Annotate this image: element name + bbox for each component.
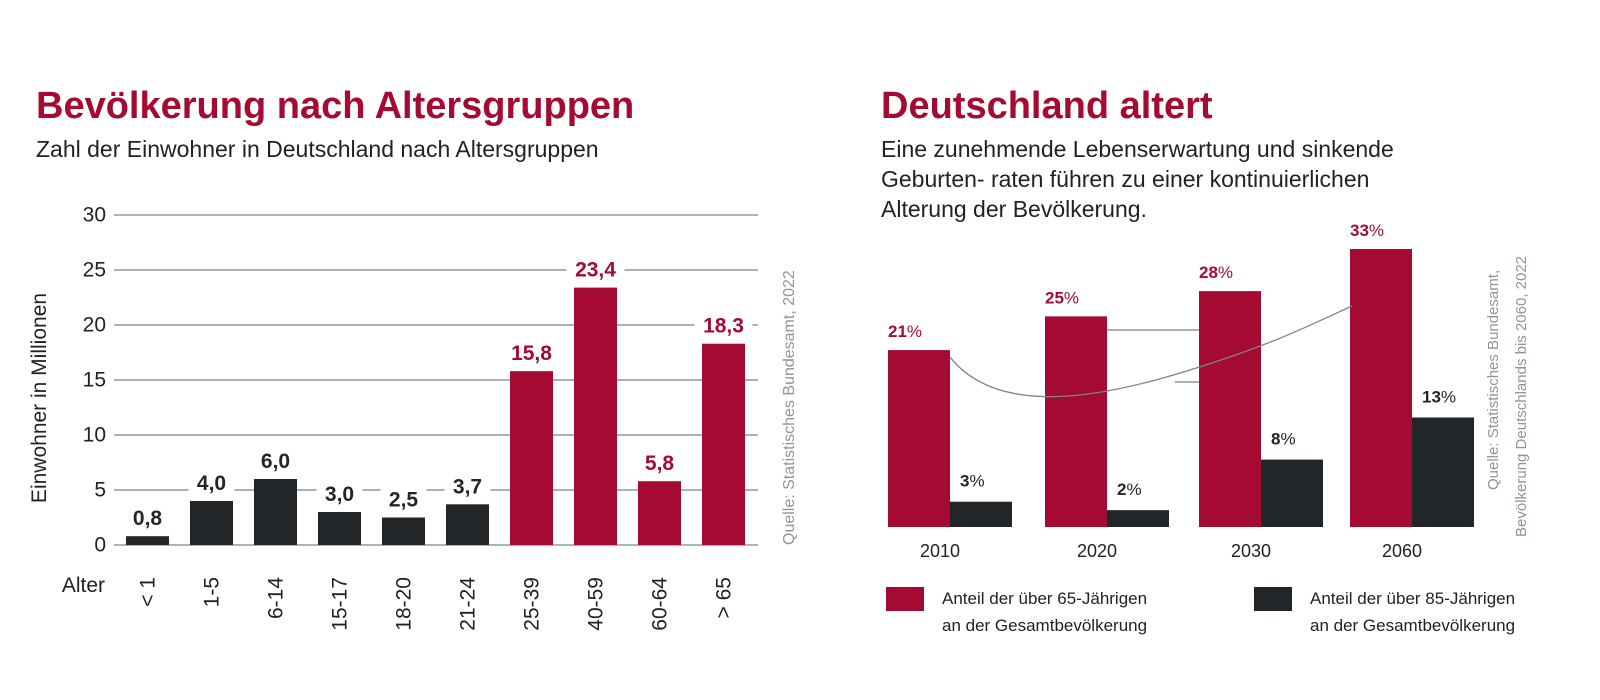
y-tick-label: 10 (83, 424, 106, 447)
bar (510, 371, 553, 545)
x-tick-label: 1-5 (201, 577, 224, 607)
x-tick-label: 2030 (1231, 541, 1271, 561)
x-tick-label: 15-17 (329, 577, 352, 631)
value-label-backdrop (380, 485, 427, 512)
legend-item-85: Anteil der über 85-Jährigen an der Gesam… (1254, 585, 1560, 639)
right-panel: Deutschland altert Eine zunehmende Leben… (800, 0, 1600, 700)
value-label-backdrop (316, 480, 363, 506)
bar (382, 517, 425, 545)
y-tick-label: 25 (83, 259, 106, 282)
bar-value-label: 23,4 (575, 259, 616, 282)
legend-swatch-dark (1254, 587, 1292, 611)
bar-value-label: 5,8 (645, 452, 675, 475)
bar (638, 481, 681, 545)
bar-value-label: 33% (1350, 221, 1384, 240)
bar (1045, 316, 1107, 527)
bar-value-label: 21% (888, 322, 922, 341)
legend-65-line-1: Anteil der über 65-Jährigen (942, 589, 1148, 608)
x-tick-label: 6-14 (265, 577, 288, 619)
left-subtitle: Zahl der Einwohner in Deutschland nach A… (36, 136, 599, 162)
bar-value-label: 15,8 (511, 342, 552, 365)
bar-value-label: 3,0 (325, 483, 354, 506)
y-tick-label: 15 (83, 369, 106, 392)
legend-label-85: Anteil der über 85-Jährigen an der Gesam… (1310, 585, 1560, 639)
bar (254, 479, 297, 545)
value-label-backdrop (566, 255, 625, 282)
bar-value-label: 2% (1117, 480, 1142, 499)
bar-value-label: 3,7 (453, 475, 482, 498)
x-tick-label: 18-20 (393, 577, 416, 631)
bar-value-label: 2,5 (389, 489, 419, 512)
right-subtitle-line-3: Alterung der Bevölkerung. (881, 196, 1147, 222)
value-label-backdrop (188, 469, 235, 495)
x-tick-label: > 65 (713, 577, 736, 618)
left-title: Bevölkerung nach Altersgruppen (36, 85, 635, 127)
x-tick-label: 60-64 (649, 577, 672, 631)
bar-value-label: 6,0 (261, 450, 290, 473)
left-chart: 0 5 10 15 20 25 30 Einwohner in Millionen Alter 0… (28, 204, 798, 631)
bar (1261, 459, 1323, 527)
bar (318, 512, 361, 545)
legend-85-line-1: Anteil der über 85-Jährigen (1310, 589, 1516, 608)
right-title: Deutschland altert (881, 85, 1213, 127)
bar-value-label: 28% (1199, 263, 1233, 282)
bar-value-label: 25% (1045, 288, 1079, 307)
trend-curve (949, 305, 1353, 398)
value-label-backdrop (124, 504, 171, 531)
bar (1350, 249, 1412, 527)
x-tick-label: 25-39 (521, 577, 544, 631)
right-source-line-1: Quelle: Statistisches Bundesamt, (1485, 270, 1502, 490)
bar (1412, 417, 1474, 527)
x-tick-label: 40-59 (585, 577, 608, 631)
value-label-backdrop (502, 339, 561, 366)
right-subtitle: Eine zunehmende Lebenserwartung und sink… (881, 134, 1501, 224)
bar-value-label: 13% (1422, 387, 1456, 406)
bar (574, 287, 617, 545)
value-label-backdrop (444, 472, 491, 499)
x-axis-label: Alter (62, 574, 105, 597)
bar (446, 504, 489, 545)
bar (950, 501, 1012, 527)
bar (702, 343, 745, 545)
y-tick-label: 0 (94, 534, 106, 557)
right-subtitle-line-1: Eine zunehmende Lebenserwartung und sink… (881, 136, 1394, 162)
x-tick-label: 21-24 (457, 577, 480, 631)
bar (190, 501, 233, 545)
value-label-backdrop (694, 311, 753, 338)
y-tick-label: 20 (83, 314, 106, 337)
legend-85-line-2: an der Gesamtbevölkerung (1310, 616, 1516, 635)
legend-item-65: Anteil der über 65-Jährigen an der Gesam… (886, 585, 1192, 639)
bar-value-label: 0,8 (133, 507, 163, 530)
bar (126, 536, 169, 545)
right-chart: 21% 25% 28% 33% 3% 2% 8% 13% 2010 2020 2030 2060 Que… (888, 221, 1530, 561)
bar (1107, 510, 1169, 527)
legend-65-line-2: an der Gesamtbevölkerung (942, 616, 1148, 635)
value-label-backdrop (252, 447, 299, 473)
x-tick-label: 2020 (1077, 541, 1117, 561)
right-source-line-2: Bevölkerung Deutschlands bis 2060, 2022 (1513, 256, 1530, 537)
y-tick-label: 30 (83, 204, 106, 227)
bar-value-label: 4,0 (197, 472, 226, 495)
right-subtitle-line-2: Geburten- raten führen zu einer kontinui… (881, 166, 1370, 192)
x-tick-label: 2060 (1382, 541, 1422, 561)
bar (888, 350, 950, 527)
bar-value-label: 3% (960, 472, 985, 491)
y-axis-label: Einwohner in Millionen (28, 293, 51, 503)
value-label-backdrop (636, 449, 683, 476)
bar (1199, 291, 1261, 527)
y-tick-label: 5 (94, 479, 106, 502)
left-panel: Bevölkerung nach Altersgruppen Zahl der … (36, 85, 635, 162)
left-source-label: Quelle: Statistisches Bundesamt, 2022 (781, 270, 798, 545)
x-tick-label: < 1 (137, 577, 160, 607)
legend-label-65: Anteil der über 65-Jährigen an der Gesam… (942, 585, 1192, 639)
legend-swatch-red (886, 587, 924, 611)
x-tick-label: 2010 (920, 541, 960, 561)
bar-value-label: 8% (1271, 430, 1296, 449)
bar-value-label: 18,3 (703, 315, 744, 338)
